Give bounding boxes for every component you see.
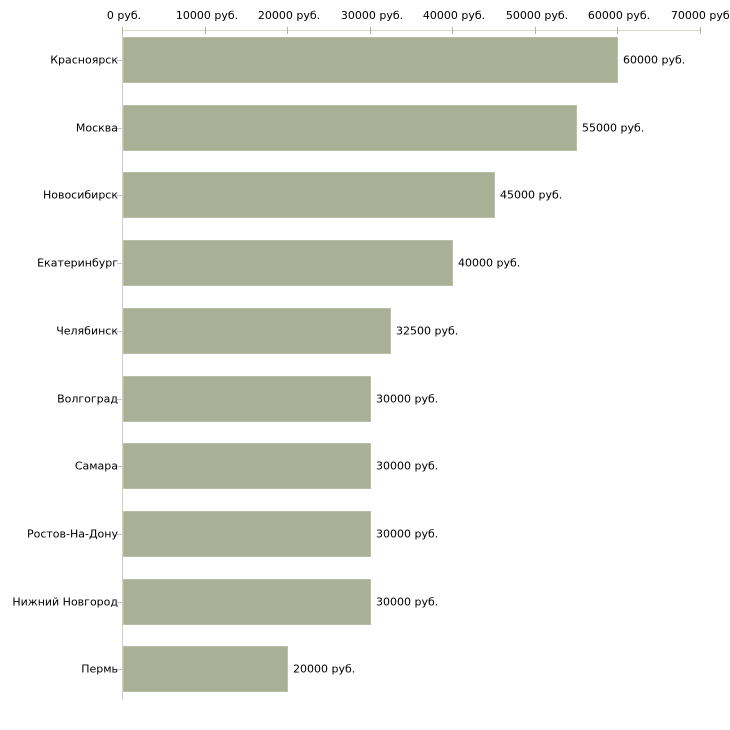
- category-tick: [117, 669, 122, 670]
- x-axis-tick: [452, 27, 453, 34]
- x-axis-line: [122, 30, 701, 31]
- bar: [123, 105, 577, 151]
- category-tick: [117, 534, 122, 535]
- bar: [123, 308, 391, 354]
- category-label: Самара: [74, 459, 118, 473]
- value-label: 60000 руб.: [623, 53, 686, 67]
- category-tick: [117, 399, 122, 400]
- x-axis-tick-label: 10000 руб.: [175, 9, 239, 22]
- category-label: Пермь: [81, 662, 118, 676]
- value-label: 30000 руб.: [376, 527, 439, 541]
- category-tick: [117, 331, 122, 332]
- x-axis-tick-label: 0 руб.: [106, 9, 142, 22]
- bar: [123, 579, 371, 625]
- value-label: 45000 руб.: [500, 188, 563, 202]
- category-label: Красноярск: [50, 53, 118, 67]
- x-axis-tick: [122, 27, 123, 34]
- value-label: 40000 руб.: [458, 256, 521, 270]
- category-tick: [117, 128, 122, 129]
- x-axis-tick: [617, 27, 618, 34]
- x-axis-tick-label: 40000 руб.: [422, 9, 486, 22]
- bar: [123, 646, 288, 692]
- value-label: 55000 руб.: [582, 121, 645, 135]
- value-label: 32500 руб.: [396, 324, 459, 338]
- category-label: Волгоград: [57, 392, 118, 406]
- bar: [123, 37, 618, 83]
- x-axis-tick: [535, 27, 536, 34]
- category-label: Нижний Новгород: [12, 595, 118, 609]
- bar: [123, 376, 371, 422]
- category-tick: [117, 60, 122, 61]
- value-label: 20000 руб.: [293, 662, 356, 676]
- category-label: Ростов-На-Дону: [26, 527, 118, 541]
- value-label: 30000 руб.: [376, 595, 439, 609]
- value-label: 30000 руб.: [376, 392, 439, 406]
- x-axis-tick: [700, 27, 701, 34]
- x-axis-tick-label: 30000 руб.: [340, 9, 404, 22]
- bar: [123, 240, 453, 286]
- category-label: Москва: [75, 121, 118, 135]
- y-axis-line: [122, 30, 123, 700]
- x-axis-tick-label: 60000 руб.: [587, 9, 651, 22]
- x-axis-tick-label: 50000 руб.: [505, 9, 569, 22]
- bar: [123, 443, 371, 489]
- bar: [123, 172, 495, 218]
- x-axis-tick: [287, 27, 288, 34]
- bar: [123, 511, 371, 557]
- category-tick: [117, 602, 122, 603]
- category-label: Екатеринбург: [37, 256, 118, 270]
- category-tick: [117, 263, 122, 264]
- x-axis-tick-label: 70000 руб.: [670, 9, 730, 22]
- x-axis-tick: [205, 27, 206, 34]
- value-label: 30000 руб.: [376, 459, 439, 473]
- x-axis-tick-label: 20000 руб.: [257, 9, 321, 22]
- category-tick: [117, 466, 122, 467]
- x-axis-tick: [370, 27, 371, 34]
- category-tick: [117, 195, 122, 196]
- category-label: Новосибирск: [42, 188, 118, 202]
- category-label: Челябинск: [56, 324, 118, 338]
